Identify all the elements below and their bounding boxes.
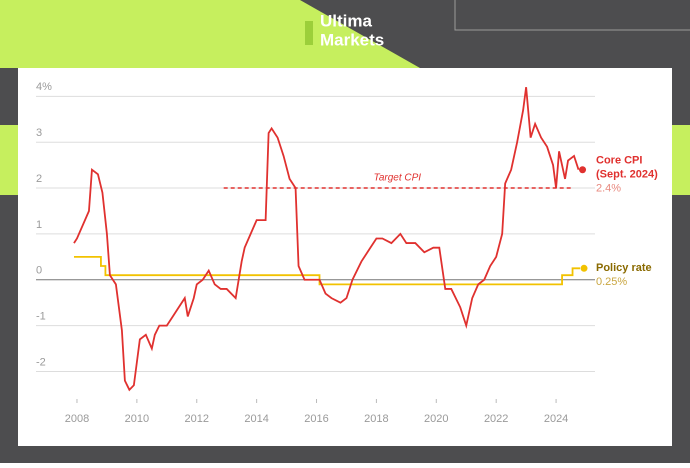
y-tick-label: -2 [36,356,46,368]
decor-line [454,0,690,31]
annotation: Target CPI [374,173,422,184]
y-tick-label: -1 [36,311,46,323]
x-tick-label: 2024 [544,413,568,425]
x-tick-label: 2012 [185,413,209,425]
x-tick-label: 2014 [244,413,268,425]
x-tick-label: 2016 [304,413,328,425]
y-tick-label: 2 [36,173,42,185]
end-dot [579,166,587,174]
x-tick-label: 2022 [484,413,508,425]
logo-mark [305,21,313,45]
legend-label: Core CPI [596,155,642,167]
accent [0,0,420,68]
brand: Ultima [320,11,373,30]
end-dot [580,264,588,272]
y-tick-label: 4% [36,81,52,93]
end-label: 0.25% [596,276,627,288]
legend-note: (Sept. 2024) [596,169,658,181]
chart-panel [18,68,672,446]
line [73,87,580,392]
y-tick-label: 0 [36,265,42,277]
y-tick-label: 1 [36,219,42,231]
x-tick-label: 2008 [65,413,89,425]
brand: Markets [320,30,384,49]
logo-mark [295,15,303,43]
x-tick-label: 2018 [364,413,388,425]
x-tick-label: 2020 [424,413,448,425]
x-tick-label: 2010 [125,413,149,425]
y-tick-label: 3 [36,127,42,139]
legend-label: Policy rate [596,262,652,274]
end-label: 2.4% [596,183,621,195]
